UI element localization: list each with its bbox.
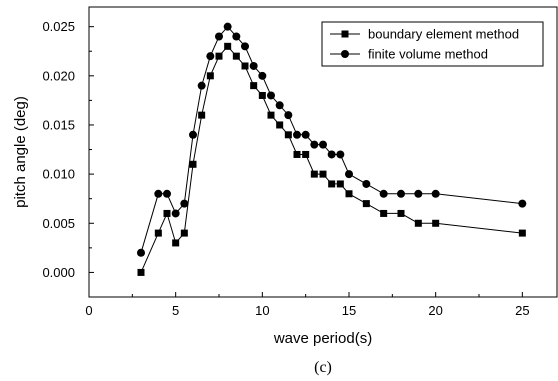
data-point <box>431 189 440 198</box>
legend-marker <box>341 50 349 58</box>
data-point <box>241 42 249 51</box>
data-point <box>137 268 145 276</box>
data-point <box>154 189 163 198</box>
legend-label: boundary element method <box>368 27 519 42</box>
x-tick-label: 15 <box>342 303 356 318</box>
y-axis-title: pitch angle (deg) <box>12 96 29 208</box>
data-point <box>180 229 188 237</box>
y-tick-label: 0.005 <box>42 216 75 231</box>
data-point <box>414 189 423 198</box>
data-point <box>206 52 215 61</box>
data-point <box>197 81 206 90</box>
data-point <box>301 130 310 139</box>
data-point <box>232 52 240 60</box>
y-tick-label: 0.025 <box>42 19 75 34</box>
data-point <box>397 209 405 217</box>
data-point <box>397 189 405 198</box>
data-point <box>258 71 267 80</box>
data-point <box>189 130 197 139</box>
data-point <box>336 180 344 188</box>
x-tick-label: 10 <box>255 303 269 318</box>
legend-marker <box>341 30 349 38</box>
plot-frame <box>88 6 558 298</box>
x-tick-label: 20 <box>428 303 442 318</box>
data-point <box>362 179 371 188</box>
data-point <box>249 61 258 70</box>
data-point <box>258 91 266 99</box>
data-point <box>154 229 162 237</box>
data-point <box>432 219 440 227</box>
data-point <box>206 72 214 80</box>
data-point <box>345 170 353 179</box>
data-point <box>293 130 301 139</box>
data-point <box>302 150 310 158</box>
data-point <box>414 219 422 227</box>
data-point <box>137 248 145 257</box>
data-point <box>232 32 241 41</box>
data-point <box>336 150 345 159</box>
data-point <box>224 42 232 50</box>
data-point <box>380 209 388 217</box>
data-point <box>362 200 370 208</box>
data-point <box>310 140 319 149</box>
data-point <box>189 160 197 168</box>
data-point <box>172 239 180 247</box>
data-point <box>319 140 327 149</box>
legend: boundary element method finite volume met… <box>321 21 544 67</box>
data-point <box>267 91 275 100</box>
y-tick-label: 0.010 <box>42 167 75 182</box>
data-point <box>345 190 353 198</box>
figure-caption: (c) <box>314 359 332 376</box>
data-point <box>267 111 275 119</box>
legend-box <box>321 21 544 67</box>
data-point <box>163 209 171 217</box>
x-tick-label: 5 <box>172 303 179 318</box>
series-boundary-element <box>137 42 526 276</box>
x-axis-title: wave period(s) <box>273 330 372 347</box>
data-point <box>163 189 171 198</box>
data-point <box>310 170 318 178</box>
data-point <box>241 62 249 70</box>
data-point <box>223 22 232 31</box>
data-point <box>293 150 301 158</box>
data-point <box>518 199 527 208</box>
data-point <box>284 111 293 120</box>
legend-label: finite volume method <box>368 47 488 62</box>
data-point <box>319 170 327 178</box>
series-line <box>140 45 523 273</box>
data-point <box>518 229 526 237</box>
data-point <box>275 101 284 110</box>
x-tick-label: 25 <box>515 303 529 318</box>
y-tick-label: 0.020 <box>42 68 75 83</box>
data-point <box>284 131 292 139</box>
x-tick-label: 0 <box>85 303 92 318</box>
data-point <box>328 180 336 188</box>
axis-ticks: 0 5 10 15 20 25 0.000 0.005 0.010 0.015 0.020 0.025 <box>42 19 529 318</box>
y-tick-label: 0.000 <box>42 265 75 280</box>
series-finite-volume <box>137 22 527 257</box>
data-point <box>215 32 223 41</box>
data-point <box>250 82 258 90</box>
y-tick-label: 0.015 <box>42 117 75 132</box>
series-layer <box>137 22 527 276</box>
data-point <box>171 209 180 218</box>
data-point <box>198 111 206 119</box>
data-point <box>215 52 223 60</box>
data-point <box>276 121 284 129</box>
data-point <box>180 199 189 208</box>
data-point <box>379 189 388 198</box>
data-point <box>327 150 336 159</box>
